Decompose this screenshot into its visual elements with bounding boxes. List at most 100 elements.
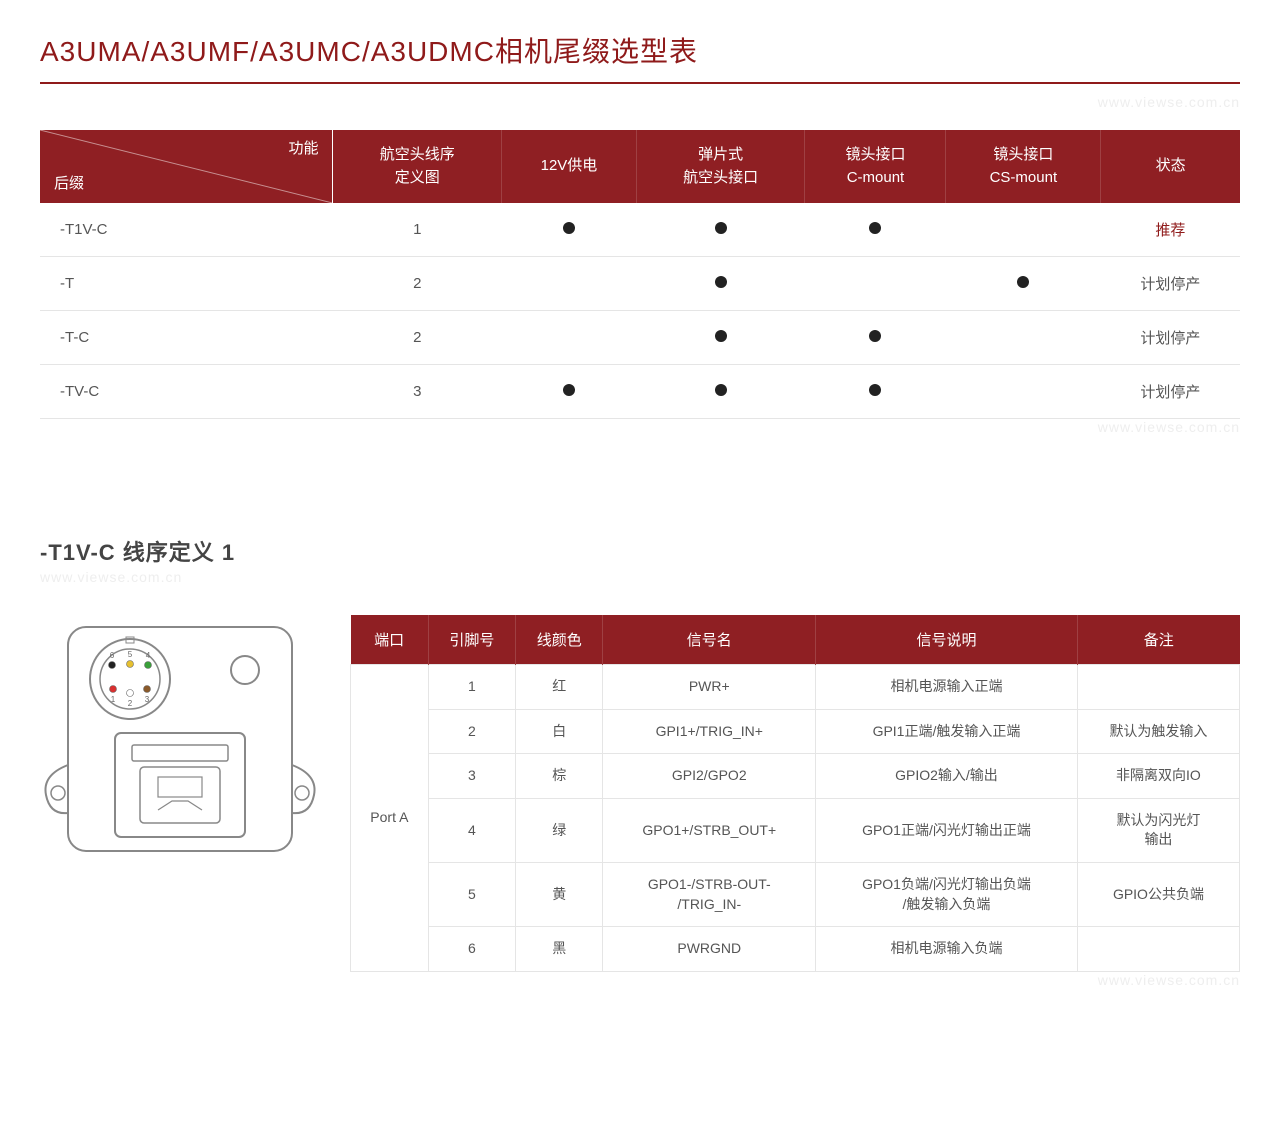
- table-cell: GPO1+/STRB_OUT+: [603, 798, 816, 862]
- table-cell: 红: [516, 665, 603, 710]
- table-cell: 1: [333, 203, 502, 257]
- table-row: Port A1红PWR+相机电源输入正端: [351, 665, 1240, 710]
- table-cell: [946, 203, 1101, 257]
- table-cell: 默认为触发输入: [1077, 709, 1239, 754]
- suffix-col-header: 12V供电: [501, 130, 636, 203]
- table-cell: [805, 257, 946, 311]
- table-cell: 黄: [516, 862, 603, 926]
- table-cell: 推荐: [1101, 203, 1240, 257]
- pinout-table: 端口引脚号线颜色信号名信号说明备注 Port A1红PWR+相机电源输入正端2白…: [350, 615, 1240, 972]
- suffix-table: 功能 后缀 航空头线序定义图12V供电弹片式航空头接口镜头接口C-mount镜头…: [40, 130, 1240, 419]
- table-cell: -T1V-C: [40, 203, 333, 257]
- table-cell: 计划停产: [1101, 365, 1240, 419]
- suffix-table-body: -T1V-C1 推荐 -T2 计划停产 -T-C2 计划停产 -TV-C3 计划停产: [40, 203, 1240, 419]
- table-cell: [636, 257, 805, 311]
- pinout-col-header: 端口: [351, 615, 429, 665]
- table-cell: [805, 203, 946, 257]
- table-row: 4绿GPO1+/STRB_OUT+GPO1正端/闪光灯输出正端默认为闪光灯输出: [351, 798, 1240, 862]
- table-cell: 相机电源输入负端: [816, 927, 1078, 972]
- suffix-col-header: 状态: [1101, 130, 1240, 203]
- table-cell: 默认为闪光灯输出: [1077, 798, 1239, 862]
- table-cell: 4: [428, 798, 515, 862]
- table-cell: [636, 365, 805, 419]
- pinout-table-body: Port A1红PWR+相机电源输入正端2白GPI1+/TRIG_IN+GPI1…: [351, 665, 1240, 972]
- table-cell: [1077, 927, 1239, 972]
- table-cell: [501, 203, 636, 257]
- subtitle: -T1V-C 线序定义 1: [40, 535, 1240, 567]
- pinout-col-header: 信号名: [603, 615, 816, 665]
- table-cell: [636, 203, 805, 257]
- table-cell: 2: [428, 709, 515, 754]
- table-cell: 2: [333, 311, 502, 365]
- table-cell: GPI1正端/触发输入正端: [816, 709, 1078, 754]
- table-cell: PWR+: [603, 665, 816, 710]
- connector-diagram: 654123: [40, 615, 320, 870]
- pinout-col-header: 信号说明: [816, 615, 1078, 665]
- table-cell: [636, 311, 805, 365]
- table-cell: PWRGND: [603, 927, 816, 972]
- table-cell: [805, 365, 946, 419]
- table-cell: 3: [428, 754, 515, 799]
- table-cell: 绿: [516, 798, 603, 862]
- table-cell: 6: [428, 927, 515, 972]
- table-cell: 计划停产: [1101, 311, 1240, 365]
- table-cell: [946, 365, 1101, 419]
- table-cell: 黑: [516, 927, 603, 972]
- table-cell: 白: [516, 709, 603, 754]
- table-row: 5黄GPO1-/STRB-OUT-/TRIG_IN-GPO1负端/闪光灯输出负端…: [351, 862, 1240, 926]
- table-cell: GPO1负端/闪光灯输出负端/触发输入负端: [816, 862, 1078, 926]
- table-cell: 3: [333, 365, 502, 419]
- suffix-col-header: 航空头线序定义图: [333, 130, 502, 203]
- suffix-table-header: 功能 后缀 航空头线序定义图12V供电弹片式航空头接口镜头接口C-mount镜头…: [40, 130, 1240, 203]
- table-row: -T-C2 计划停产: [40, 311, 1240, 365]
- table-row: 2白GPI1+/TRIG_IN+GPI1正端/触发输入正端默认为触发输入: [351, 709, 1240, 754]
- table-cell: GPI1+/TRIG_IN+: [603, 709, 816, 754]
- table-cell: 非隔离双向IO: [1077, 754, 1239, 799]
- pinout-table-header: 端口引脚号线颜色信号名信号说明备注: [351, 615, 1240, 665]
- svg-text:1: 1: [111, 695, 116, 704]
- table-cell: -TV-C: [40, 365, 333, 419]
- suffix-col-header: 弹片式航空头接口: [636, 130, 805, 203]
- table-cell: GPIO2输入/输出: [816, 754, 1078, 799]
- table-cell: GPO1-/STRB-OUT-/TRIG_IN-: [603, 862, 816, 926]
- diag-top-label: 功能: [288, 138, 318, 161]
- table-row: 6黑PWRGND相机电源输入负端: [351, 927, 1240, 972]
- svg-text:2: 2: [128, 699, 133, 708]
- svg-text:4: 4: [146, 651, 151, 660]
- table-cell: GPI2/GPO2: [603, 754, 816, 799]
- table-cell: [501, 257, 636, 311]
- table-cell: [805, 311, 946, 365]
- suffix-col-header: 镜头接口CS-mount: [946, 130, 1101, 203]
- table-cell: [946, 257, 1101, 311]
- table-cell: -T: [40, 257, 333, 311]
- pinout-col-header: 备注: [1077, 615, 1239, 665]
- diag-bot-label: 后缀: [54, 173, 84, 196]
- table-row: -T2 计划停产: [40, 257, 1240, 311]
- table-cell: -T-C: [40, 311, 333, 365]
- page-title: A3UMA/A3UMF/A3UMC/A3UDMC相机尾缀选型表: [40, 30, 1240, 84]
- suffix-col-header: 镜头接口C-mount: [805, 130, 946, 203]
- diag-header: 功能 后缀: [40, 130, 333, 203]
- table-cell: [1077, 665, 1239, 710]
- table-cell: GPIO公共负端: [1077, 862, 1239, 926]
- watermark-top: www.viewse.com.cn: [40, 94, 1240, 110]
- pinout-col-header: 线颜色: [516, 615, 603, 665]
- table-row: 3棕GPI2/GPO2GPIO2输入/输出非隔离双向IO: [351, 754, 1240, 799]
- table-cell: [501, 311, 636, 365]
- table-cell: 1: [428, 665, 515, 710]
- table-cell: 2: [333, 257, 502, 311]
- table-cell: 5: [428, 862, 515, 926]
- table-cell: 计划停产: [1101, 257, 1240, 311]
- table-cell: 相机电源输入正端: [816, 665, 1078, 710]
- pinout-col-header: 引脚号: [428, 615, 515, 665]
- svg-text:6: 6: [110, 651, 115, 660]
- svg-text:3: 3: [145, 695, 150, 704]
- port-cell: Port A: [351, 665, 429, 972]
- table-cell: 棕: [516, 754, 603, 799]
- table-cell: GPO1正端/闪光灯输出正端: [816, 798, 1078, 862]
- watermark-sub: www.viewse.com.cn: [40, 569, 1240, 585]
- table-cell: [946, 311, 1101, 365]
- table-row: -TV-C3 计划停产: [40, 365, 1240, 419]
- watermark-mid: www.viewse.com.cn: [40, 419, 1240, 435]
- watermark-bottom: www.viewse.com.cn: [40, 972, 1240, 988]
